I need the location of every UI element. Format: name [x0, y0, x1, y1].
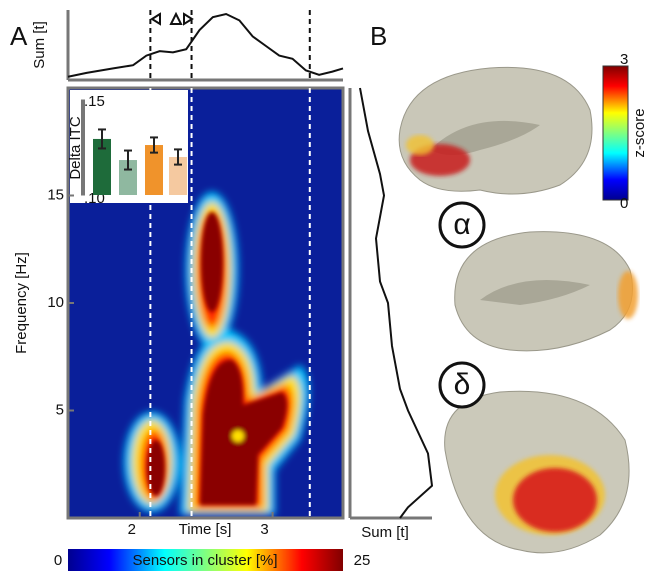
- y-tick-label: 15: [47, 186, 64, 203]
- brain-colorbar-tick: 0: [620, 195, 628, 212]
- colorbar-tick-label: 0: [54, 552, 62, 569]
- interval-triangles: [152, 14, 192, 24]
- colorbar-tick-label: 25: [354, 552, 371, 569]
- brain-colorbar-label: z-score: [631, 108, 648, 157]
- sum-line: [68, 14, 343, 77]
- brain-colorbar-tick: 3: [620, 51, 628, 68]
- y-axis-label: Frequency [Hz]: [13, 252, 30, 354]
- x-axis-label: Sum [t]: [361, 524, 409, 541]
- x-tick-label: 3: [260, 521, 268, 538]
- y-axis-label: Delta ITC: [67, 116, 84, 180]
- y-tick-label: 10: [47, 294, 64, 311]
- panel-label: B: [370, 21, 387, 51]
- x-tick-label: 2: [128, 521, 136, 538]
- y-tick-label: .15: [84, 93, 105, 110]
- x-axis-label: Time [s]: [179, 521, 232, 538]
- y-axis-label: Sum [t]: [31, 21, 48, 69]
- y-tick-label: 5: [56, 401, 64, 418]
- brain-colorbar: [603, 66, 628, 200]
- colorbar-label: Sensors in cluster [%]: [132, 552, 277, 569]
- figure: A B α δ 0 25 Sensors in cluster [%] 3: [0, 0, 650, 576]
- panel-label: A: [10, 21, 28, 51]
- band-label: α: [453, 208, 470, 241]
- band-label: δ: [454, 368, 471, 401]
- brain-images: [399, 67, 638, 553]
